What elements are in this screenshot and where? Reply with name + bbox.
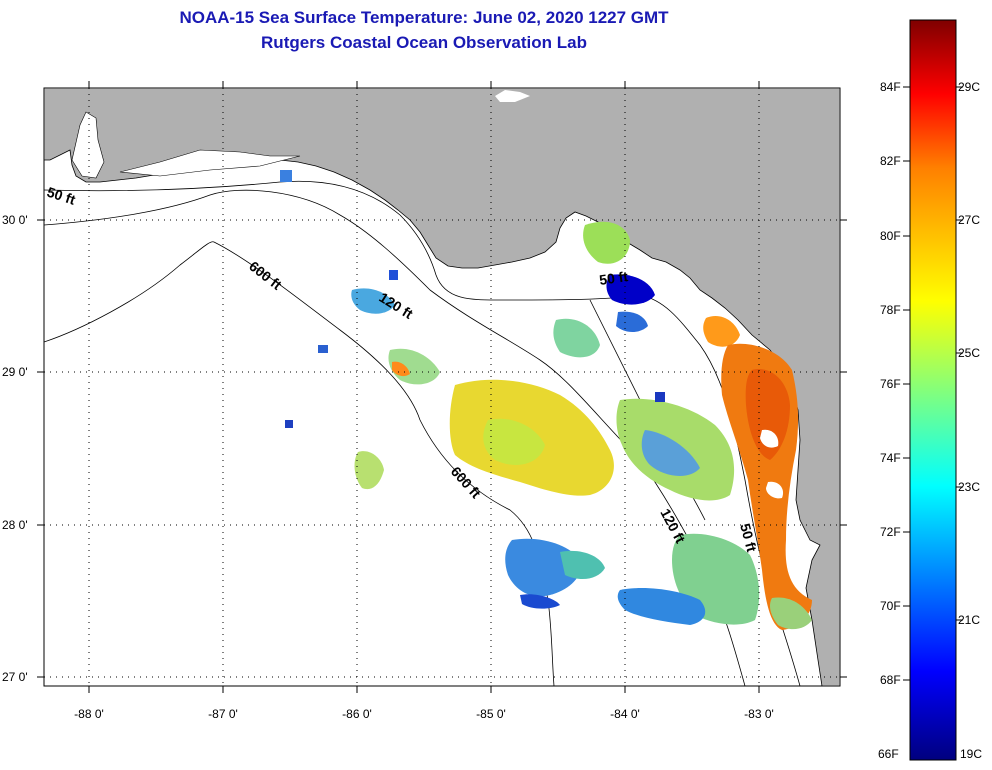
inland-lake: [495, 90, 530, 102]
colorbar-c-label: 27C: [958, 213, 980, 227]
coastal-sound: [119, 149, 301, 177]
colorbar-f-label: 82F: [880, 154, 901, 168]
colorbar-f-label: 74F: [880, 451, 901, 465]
colorbar-f-label: 78F: [880, 303, 901, 317]
mobile-bay: [71, 111, 105, 179]
colorbar-c-label: 29C: [958, 80, 980, 94]
colorbar-c-label: 21C: [958, 613, 980, 627]
lon-label: -87 0': [208, 707, 238, 721]
lat-label: 28 0': [2, 518, 28, 532]
lat-label: 30 0': [2, 213, 28, 227]
colorbar-f-label: 72F: [880, 525, 901, 539]
contour-label: 50 ft: [598, 268, 629, 288]
colorbar-c-label: 19C: [960, 747, 982, 761]
lon-label: -88 0': [74, 707, 104, 721]
colorbar-c-label: 23C: [958, 480, 980, 494]
lon-label: -84 0': [610, 707, 640, 721]
axis-ticks: [37, 81, 847, 693]
map-title: NOAA-15 Sea Surface Temperature: June 02…: [179, 8, 669, 27]
colorbar-f-label: 76F: [880, 377, 901, 391]
map-subtitle: Rutgers Coastal Ocean Observation Lab: [261, 33, 587, 52]
graticule: [44, 88, 840, 686]
colorbar-f-label: 84F: [880, 80, 901, 94]
colorbar-f-label: 68F: [880, 673, 901, 687]
lon-label: -85 0': [476, 707, 506, 721]
colorbar-f-label: 80F: [880, 229, 901, 243]
lon-label: -86 0': [342, 707, 372, 721]
lat-label: 27 0': [2, 670, 28, 684]
lat-label: 29 0': [2, 365, 28, 379]
colorbar-c-label: 25C: [958, 346, 980, 360]
colorbar-f-label: 70F: [880, 599, 901, 613]
lon-label: -83 0': [744, 707, 774, 721]
colorbar: [909, 19, 957, 761]
colorbar-f-label: 66F: [878, 747, 899, 761]
contour-label: 50 ft: [737, 522, 760, 554]
colorbar-ticks: [903, 86, 963, 681]
